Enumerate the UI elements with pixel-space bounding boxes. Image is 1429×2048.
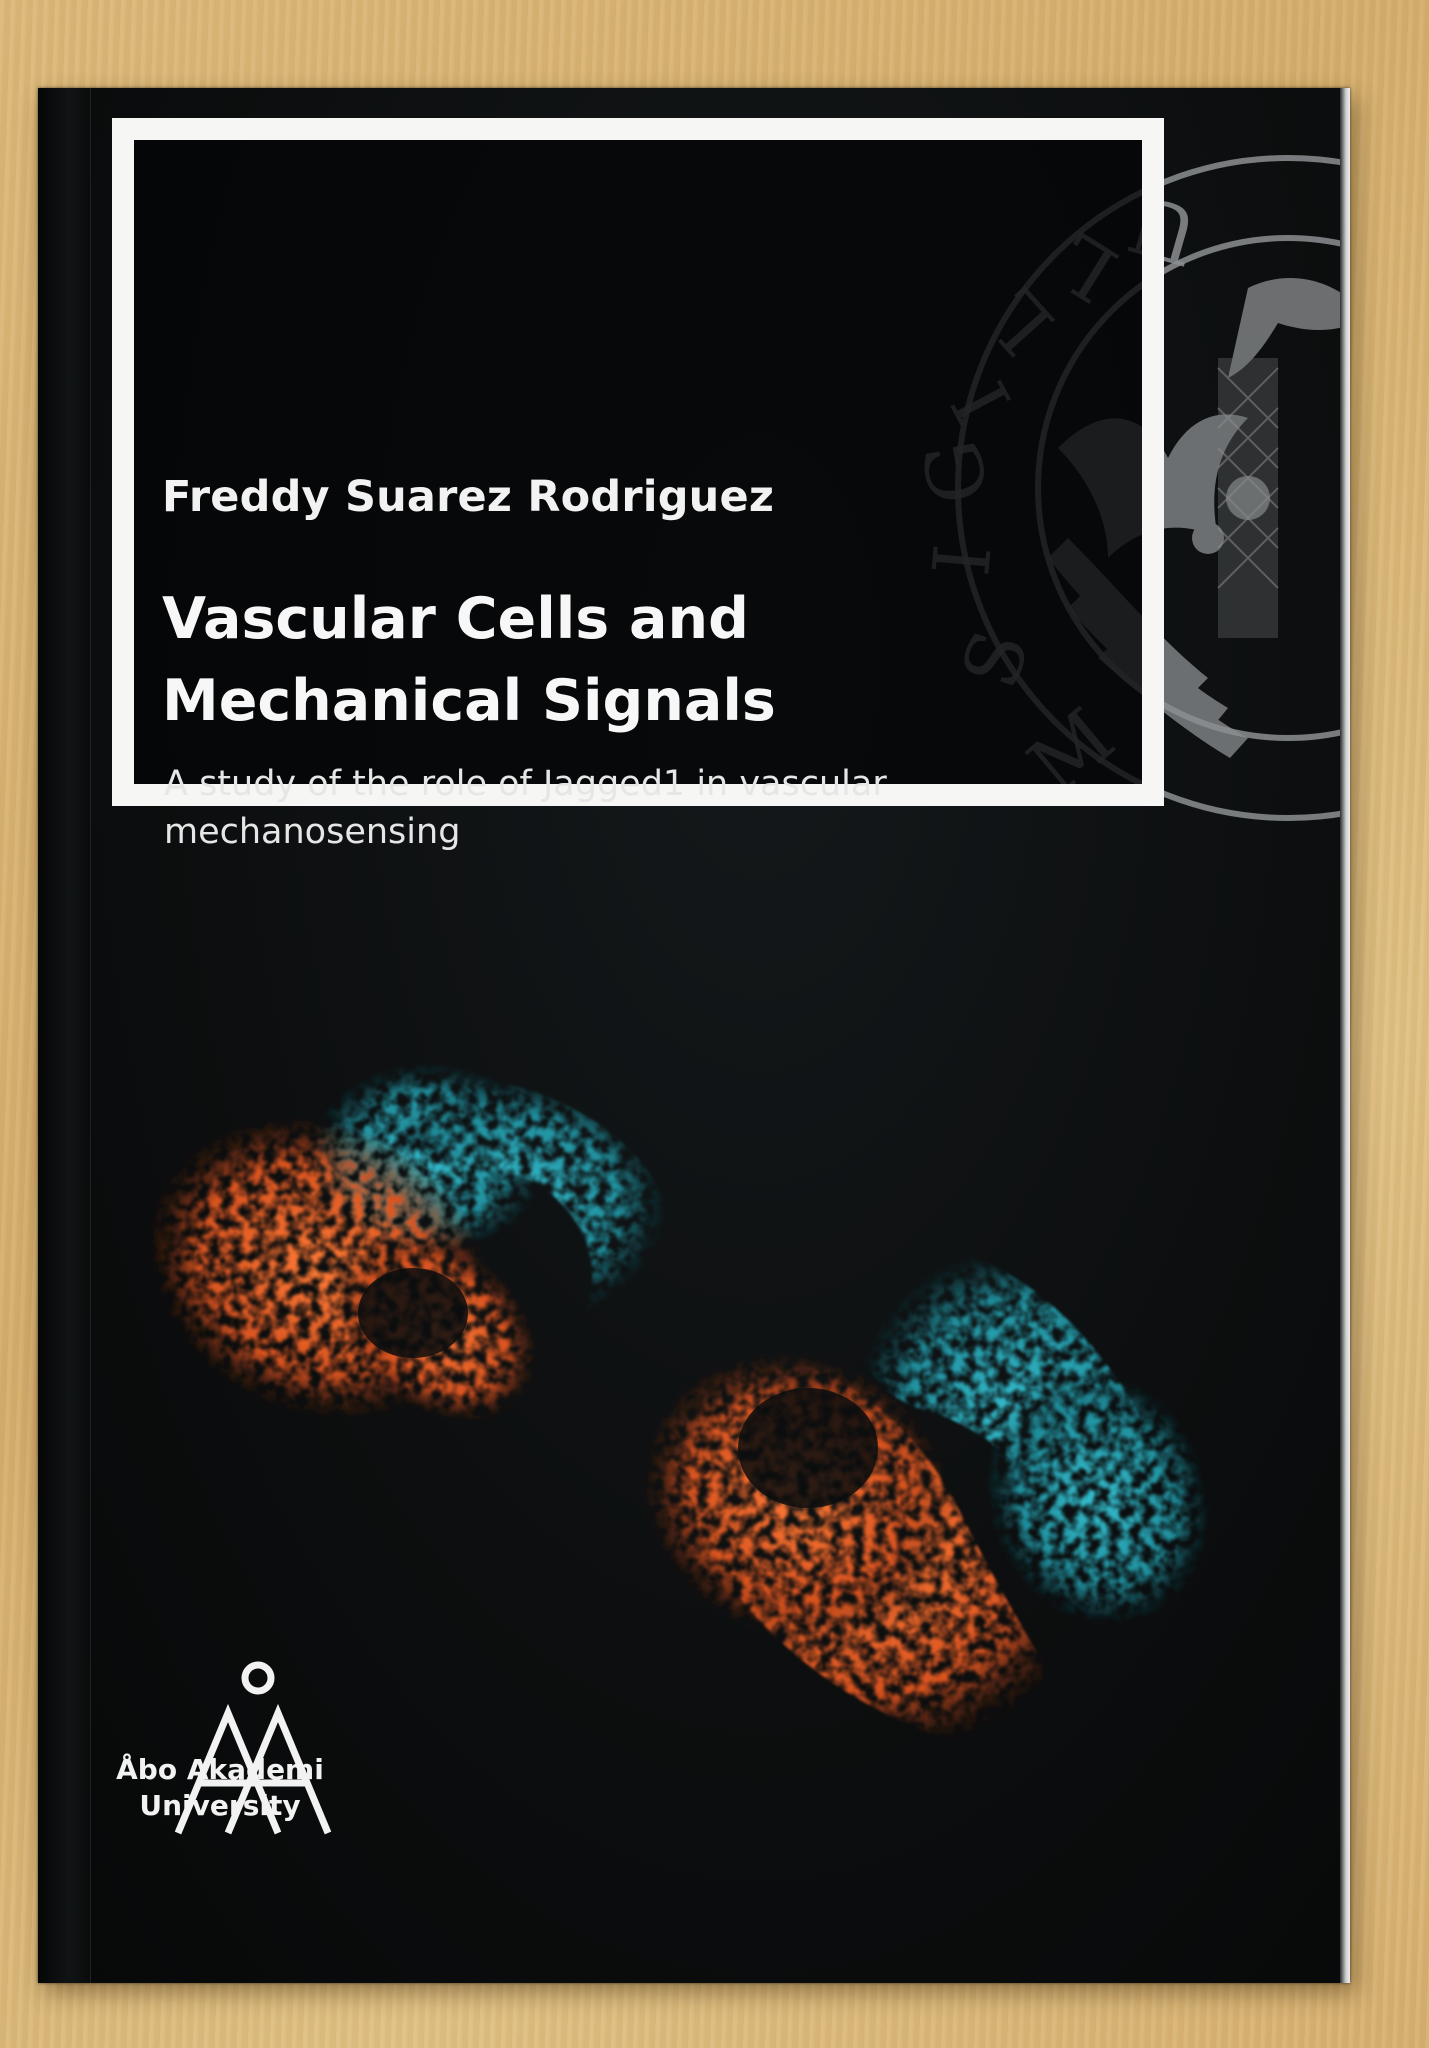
book-subtitle: A study of the role of Jagged1 in vascul…: [164, 760, 984, 856]
book-title-line-1: Vascular Cells and: [162, 586, 749, 652]
book-subtitle-line-2: mechanosensing: [164, 812, 461, 852]
university-name-line-2: University: [139, 1789, 301, 1822]
university-name-line-1: Åbo Akademi: [116, 1753, 324, 1786]
author-name: Freddy Suarez Rodriguez: [162, 472, 775, 522]
book-title: Vascular Cells and Mechanical Signals: [162, 578, 1122, 742]
title-frame: [112, 118, 1164, 806]
abo-akademi-logo-icon: [174, 1661, 332, 1835]
book-subtitle-line-1: A study of the role of Jagged1 in vascul…: [164, 764, 887, 804]
book-spine: [38, 88, 91, 1983]
page-edge: [1340, 88, 1350, 1983]
book-title-line-2: Mechanical Signals: [162, 668, 776, 734]
cell-microscopy-image: [147, 1063, 1211, 1754]
university-name: Åbo Akademi University: [100, 1752, 340, 1824]
